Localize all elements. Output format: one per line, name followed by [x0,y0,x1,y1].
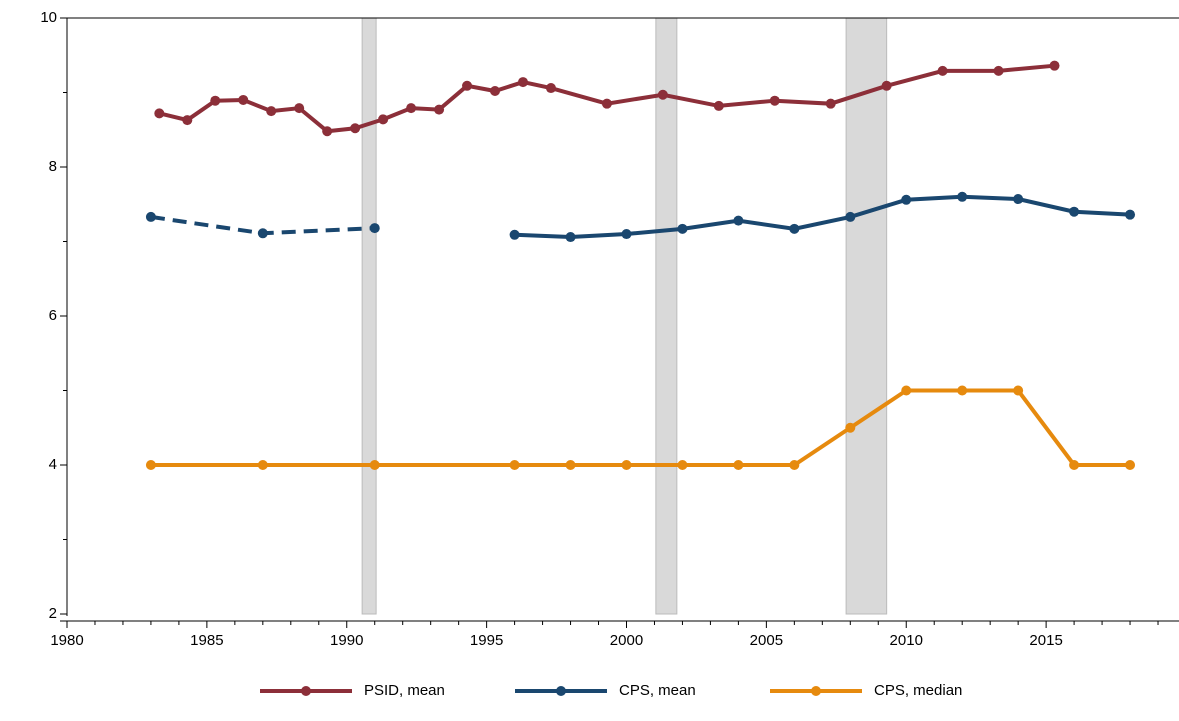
legend-marker [556,686,566,696]
y-tick-label: 4 [49,456,57,473]
x-tick-label: 2005 [750,632,783,649]
point [257,228,268,239]
point [901,385,912,396]
x-tick-label: 2000 [610,632,643,649]
point [145,211,156,222]
legend-label: PSID, mean [364,682,445,699]
x-tick-label: 1980 [50,632,83,649]
y-tick-label: 2 [49,605,57,622]
point [462,80,473,91]
point [238,94,249,105]
point [733,460,744,470]
point [1125,460,1136,470]
point [621,229,632,240]
y-tick-label: 6 [49,307,57,324]
point [937,65,948,76]
point [294,103,305,114]
series-line [514,194,1131,240]
point [769,95,780,106]
shaded-range [845,17,888,615]
point [677,460,688,470]
point [517,77,528,88]
series-line [150,388,1131,467]
point [1013,194,1024,205]
point [1013,385,1024,396]
point [733,215,744,226]
point [601,98,612,109]
point [957,385,968,396]
point [957,191,968,202]
point [266,106,277,117]
shaded-range [361,17,377,615]
legend-marker [301,686,311,696]
shaded-range [655,17,678,615]
x-tick-label: 1995 [470,632,503,649]
point [182,115,193,126]
point [993,65,1004,76]
point [657,89,668,100]
point [545,83,556,94]
point [350,123,361,134]
point [789,223,800,234]
x-tick-label: 1985 [190,632,223,649]
point [565,232,576,243]
point [1049,60,1060,71]
legend-label: CPS, median [874,682,962,699]
legend-label: CPS, mean [619,682,696,699]
point [1125,209,1136,220]
point [257,460,268,470]
point [369,460,380,470]
point [490,86,501,97]
point [406,103,417,114]
point [210,95,221,106]
point [825,98,836,109]
point [845,422,856,433]
point [881,80,892,91]
x-tick-label: 1990 [330,632,363,649]
y-tick-label: 10 [40,9,57,26]
point [789,460,800,470]
point [434,104,445,115]
legend-marker [811,686,821,696]
point [713,100,724,111]
point [1069,206,1080,217]
x-tick-label: 2010 [890,632,923,649]
point [565,460,576,470]
point [901,194,912,205]
point [677,223,688,234]
point [378,114,389,125]
y-tick-label: 8 [49,158,57,175]
series-line-group [158,63,1055,134]
series-line [158,63,1055,134]
series-line-group [150,194,1131,240]
point [621,460,632,470]
point [154,108,165,119]
point [1069,460,1080,470]
series-line-group [150,388,1131,467]
point [509,229,520,240]
point [322,126,333,137]
point [145,460,156,470]
point [509,460,520,470]
x-tick-label: 2015 [1029,632,1062,649]
point [369,223,380,234]
point [845,211,856,222]
